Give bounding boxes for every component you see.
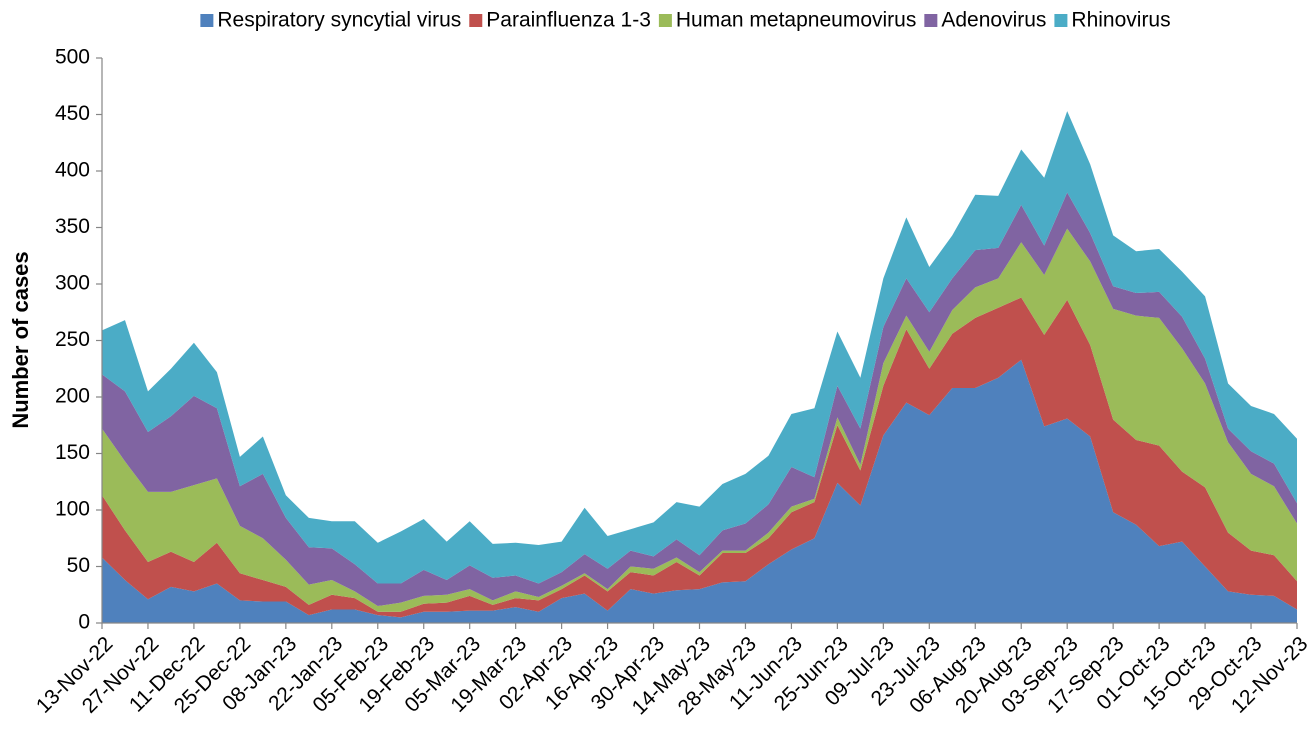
legend-label: Respiratory syncytial virus [217, 9, 461, 32]
y-tick-label: 200 [55, 385, 90, 408]
legend-label: Parainfluenza 1-3 [486, 9, 651, 32]
y-tick-label: 350 [55, 215, 90, 238]
y-tick-label: 300 [55, 272, 90, 295]
y-tick-label: 500 [55, 46, 90, 69]
area [102, 359, 1297, 623]
legend-swatch [1054, 14, 1068, 27]
y-tick-label: 400 [55, 159, 90, 182]
legend: Respiratory syncytial virus Parainfluenza… [200, 9, 1171, 32]
y-tick-label: 150 [55, 441, 90, 464]
area [102, 111, 1297, 584]
legend-swatch [658, 14, 672, 27]
legend-swatch [200, 14, 214, 27]
legend-label: Human metapneumovirus [676, 9, 916, 32]
y-tick-label: 0 [78, 611, 90, 634]
area [102, 297, 1297, 618]
y-tick-label: 50 [67, 554, 90, 577]
y-tick-label: 450 [55, 102, 90, 125]
legend-swatch [469, 14, 483, 27]
legend-label: Rhinovirus [1071, 9, 1170, 32]
legend-label: Adenovirus [941, 9, 1046, 32]
y-tick-label: 250 [55, 328, 90, 351]
y-tick-label: 100 [55, 498, 90, 521]
y-axis-label: Number of cases [8, 251, 33, 428]
legend-swatch [924, 14, 938, 27]
